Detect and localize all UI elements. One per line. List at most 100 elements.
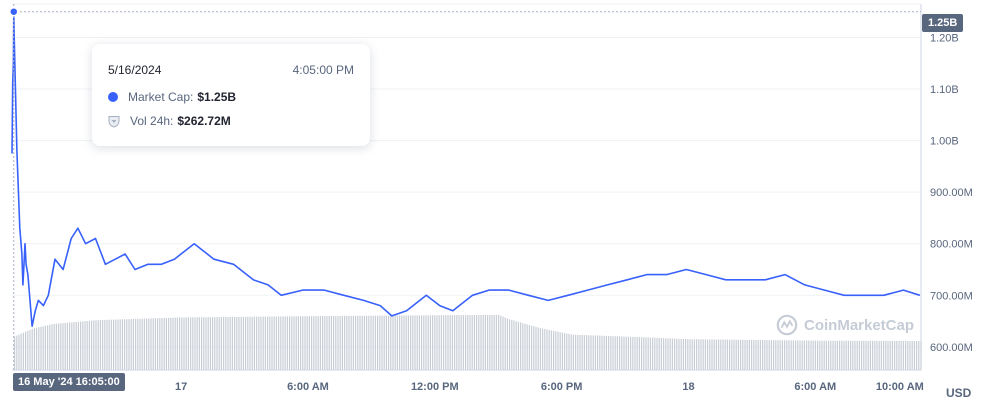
crosshair-point [9,6,19,17]
volume-bar [388,315,390,370]
market-cap-series[interactable] [11,10,921,328]
volume-bar [515,321,517,370]
volume-bar [566,333,568,370]
volume-bar [911,340,913,370]
volume-bar [29,329,31,370]
volume-bar [201,317,203,370]
volume-bar [168,317,170,370]
volume-bar [542,328,544,370]
volume-bar [84,321,86,370]
volume-bar [867,340,869,370]
volume-bar [198,317,200,370]
volume-bar [841,340,843,370]
volume-bar [161,318,163,370]
volume-bar [381,315,383,370]
volume-bar [755,339,757,370]
volume-bar [423,315,425,370]
volume-bar [159,318,161,370]
volume-bar [82,321,84,370]
volume-bar [165,317,167,370]
volume-bar [814,340,816,370]
volume-bar [297,316,299,370]
volume-bar [146,318,148,370]
volume-bar [632,336,634,370]
volume-bar [759,340,761,370]
volume-bar [300,316,302,370]
volume-bar [832,340,834,370]
volume-bar [489,314,491,370]
volume-bar [42,326,44,370]
volume-bar [53,323,55,370]
volume-bar [262,316,264,370]
volume-bar [69,322,71,370]
volume-bar [621,336,623,370]
volume-bar [792,340,794,370]
volume-bar [350,315,352,370]
volume-bar [476,315,478,370]
volume-bar [821,340,823,370]
volume-bar [124,319,126,370]
volume-bar [328,316,330,370]
volume-bar [700,339,702,370]
volume-bar [44,325,46,370]
volume-bar [722,339,724,370]
volume-bar [614,336,616,370]
volume-bar [876,340,878,370]
volume-bar [383,315,385,370]
volume-bar [647,337,649,370]
volume-bar [396,315,398,370]
volume-bar [247,316,249,370]
volume-bar [533,326,535,370]
volume-bar [55,323,57,370]
volume-bar [64,322,66,370]
volume-bar [575,334,577,370]
volume-bar [878,340,880,370]
volume-bar [273,316,275,370]
volume-bar [36,327,38,370]
volume-bar [786,340,788,370]
volume-bar [627,336,629,370]
volume-bar [663,338,665,370]
volume-bar [240,316,242,370]
volume-bar [773,340,775,370]
volume-bar [346,315,348,370]
volume-bar [891,340,893,370]
volume-bar [630,336,632,370]
volume-bar [854,340,856,370]
volume-bar [753,339,755,370]
volume-bar [141,318,143,370]
volume-bar [447,315,449,370]
volume-bar [256,316,258,370]
x-tick-label: 17 [175,381,187,393]
volume-bar [649,337,651,370]
volume-bar [185,317,187,370]
x-axis: 17 6:00 AM 12:00 PM 6:00 PM 18 6:00 AM 10:00 A… [12,369,924,393]
volume-bar [748,339,750,370]
volume-bar [757,339,759,370]
volume-bar [920,340,922,370]
volume-bar [220,317,222,370]
volume-bar [234,316,236,370]
volume-bar [900,340,902,370]
volume-bar [689,339,691,370]
volume-bar [218,317,220,370]
volume-bar [550,330,552,370]
volume-bar [139,318,141,370]
volume-bar [462,315,464,370]
volume-bar [183,317,185,370]
volume-bar [687,339,689,370]
volume-bar [781,340,783,370]
volume-bar [214,317,216,370]
volume-bar [77,321,79,370]
volume-bar [825,340,827,370]
volume-bar [339,315,341,370]
y-tick-label: 600.00M [930,342,973,354]
volume-bar [73,322,75,370]
volume-bar [568,333,570,370]
volume-bar [319,316,321,370]
volume-bar [539,328,541,370]
volume-bar [348,315,350,370]
y-tick-label: 800.00M [930,239,973,251]
volume-bar [790,340,792,370]
volume-bar [293,316,295,370]
